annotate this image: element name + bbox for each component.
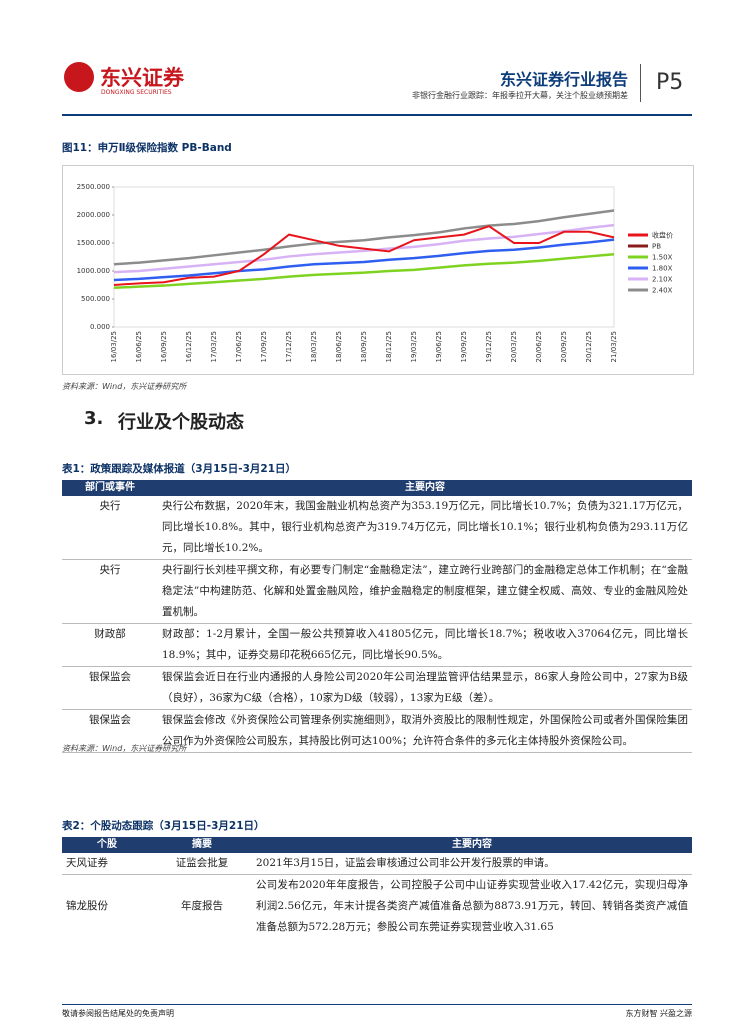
series-line (113, 223, 615, 274)
x-tick-label: 19/06/25 (435, 331, 443, 362)
table-source: 资料来源：Wind，东兴证券研究所 (62, 744, 187, 753)
cell: 年度报告 (152, 874, 252, 937)
x-tick-label: 18/12/25 (385, 331, 393, 362)
table-title: 表1：政策跟踪及媒体报道（3月15日-3月21日） (62, 463, 296, 475)
cell: 锦龙股份 (62, 874, 152, 937)
table-header: 部门或事件 主要内容 (62, 480, 692, 496)
series-line (113, 209, 615, 266)
table-title: 表2：个股动态跟踪（3月15日-3月21日） (62, 820, 265, 832)
cell: 财政部：1-2月累计，全国一般公共预算收入41805亿元，同比增长18.7%；税… (158, 623, 692, 667)
legend-label: 2.10X (652, 276, 673, 284)
x-tick-label: 18/03/25 (310, 331, 318, 362)
column-header: 主要内容 (158, 480, 692, 496)
table: 个股 摘要 主要内容 天风证券 证监会批复 2021年3月15日，证监会审核通过公司非公… (62, 837, 692, 937)
x-tick-label: 20/09/25 (560, 331, 568, 362)
column-header: 主要内容 (252, 837, 692, 853)
x-tick-label: 19/09/25 (460, 331, 468, 362)
series-line (113, 225, 615, 286)
table-clip: 个股 摘要 主要内容 天风证券 证监会批复 2021年3月15日，证监会审核通过公司非公… (0, 837, 755, 937)
footer-rule (62, 1004, 692, 1005)
chart: 0.000 500.000 1000.000 1500.000 2000.000 2500… (62, 165, 694, 375)
section-number: 3. (84, 408, 104, 429)
y-tick-label: 1500.000 (77, 239, 110, 247)
section-title: 行业及个股动态 (118, 412, 244, 433)
logo (64, 62, 94, 92)
column-header: 部门或事件 (62, 480, 158, 496)
series-line (113, 252, 615, 290)
x-tick-label: 17/12/25 (285, 331, 293, 362)
y-tick-label: 2000.000 (77, 211, 110, 219)
legend-label: 1.50X (652, 254, 673, 262)
footer-right: 东方财智 兴盈之源 (625, 1009, 692, 1018)
page-number: P5 (656, 70, 684, 95)
table-row: 央行 央行公布数据，2020年末，我国金融业机构总资产为353.19万亿元，同比增… (62, 496, 692, 560)
cell: 银保监会 (62, 666, 158, 710)
x-tick-label: 18/06/25 (335, 331, 343, 362)
y-tick-label: 500.000 (81, 295, 110, 303)
report-type: 东兴证券行业报告 (499, 70, 628, 89)
table-header: 个股 摘要 主要内容 (62, 837, 692, 853)
table-row: 天风证券 证监会批复 2021年3月15日，证监会审核通过公司非公开发行股票的申请。 (62, 853, 692, 875)
footer-left: 敬请参阅报告结尾处的免责声明 (62, 1009, 174, 1018)
cell: 央行 (62, 559, 158, 624)
cell: 财政部 (62, 623, 158, 667)
divider (640, 64, 641, 102)
x-tick-label: 17/06/25 (235, 331, 243, 362)
legend-label: 1.80X (652, 265, 673, 273)
table: 部门或事件 主要内容 央行 央行公布数据，2020年末，我国金融业机构总资产为353… (62, 480, 692, 753)
table-row: 央行 央行副行长刘桂平撰文称，有必要专门制定“金融稳定法”，建立跨行业跨部门的金融… (62, 559, 692, 624)
x-tick-label: 16/03/25 (110, 331, 118, 362)
figure-source: 资料来源：Wind，东兴证券研究所 (62, 382, 187, 391)
legend-label: 2.40X (652, 287, 673, 295)
x-tick-label: 16/06/25 (135, 331, 143, 362)
figure-title: 图11：申万Ⅱ级保险指数 PB-Band (62, 142, 232, 154)
table-row: 锦龙股份 年度报告 公司发布2020年年度报告，公司控股子公司中山证券实现营业收入1… (62, 874, 692, 937)
series-line (113, 238, 615, 282)
y-tick-label: 1000.000 (77, 267, 110, 275)
table-row: 财政部 财政部：1-2月累计，全国一般公共预算收入41805亿元，同比增长18.7… (62, 623, 692, 667)
legend-label: PB (652, 243, 661, 251)
cell: 公司发布2020年年度报告，公司控股子公司中山证券实现营业收入17.42亿元，实… (252, 874, 692, 937)
x-tick-label: 16/12/25 (185, 331, 193, 362)
cell: 央行 (62, 496, 158, 560)
cell: 央行副行长刘桂平撰文称，有必要专门制定“金融稳定法”，建立跨行业跨部门的金融稳定… (158, 559, 692, 624)
x-tick-label: 18/09/25 (360, 331, 368, 362)
cell: 银保监会 (62, 709, 158, 753)
logo-subtext: DONGXING SECURITIES (101, 89, 172, 96)
logo-text: 东兴证券 (100, 66, 184, 90)
report-subtitle: 非银行金融行业跟踪：年报季拉开大幕，关注个股业绩预期差 (412, 91, 628, 100)
x-tick-label: 16/09/25 (160, 331, 168, 362)
header-rule (62, 114, 692, 116)
x-tick-label: 17/09/25 (260, 331, 268, 362)
cell: 2021年3月15日，证监会审核通过公司非公开发行股票的申请。 (252, 853, 692, 875)
column-header: 摘要 (152, 837, 252, 853)
x-tick-label: 21/03/25 (610, 331, 618, 362)
column-header: 个股 (62, 837, 152, 853)
cell: 银保监会近日在行业内通报的人身险公司2020年公司治理监管评估结果显示，86家人… (158, 666, 692, 710)
x-tick-label: 19/12/25 (485, 331, 493, 362)
cell: 央行公布数据，2020年末，我国金融业机构总资产为353.19万亿元，同比增长1… (158, 496, 692, 560)
x-tick-label: 19/03/25 (410, 331, 418, 362)
cell: 天风证券 (62, 853, 152, 875)
table-row: 银保监会 银保监会修改《外资保险公司管理条例实施细则》，取消外资股比的限制性规定，… (62, 709, 692, 753)
cell: 证监会批复 (152, 853, 252, 875)
x-tick-label: 20/06/25 (535, 331, 543, 362)
legend-label: 收盘价 (652, 231, 673, 240)
table-row: 银保监会 银保监会近日在行业内通报的人身险公司2020年公司治理监管评估结果显示，… (62, 666, 692, 710)
x-tick-label: 17/03/25 (210, 331, 218, 362)
x-tick-label: 20/12/25 (585, 331, 593, 362)
y-tick-label: 0.000 (90, 323, 110, 331)
x-tick-label: 20/03/25 (510, 331, 518, 362)
cell: 银保监会修改《外资保险公司管理条例实施细则》，取消外资股比的限制性规定，外国保险… (158, 709, 692, 753)
y-tick-label: 2500.000 (77, 183, 110, 191)
